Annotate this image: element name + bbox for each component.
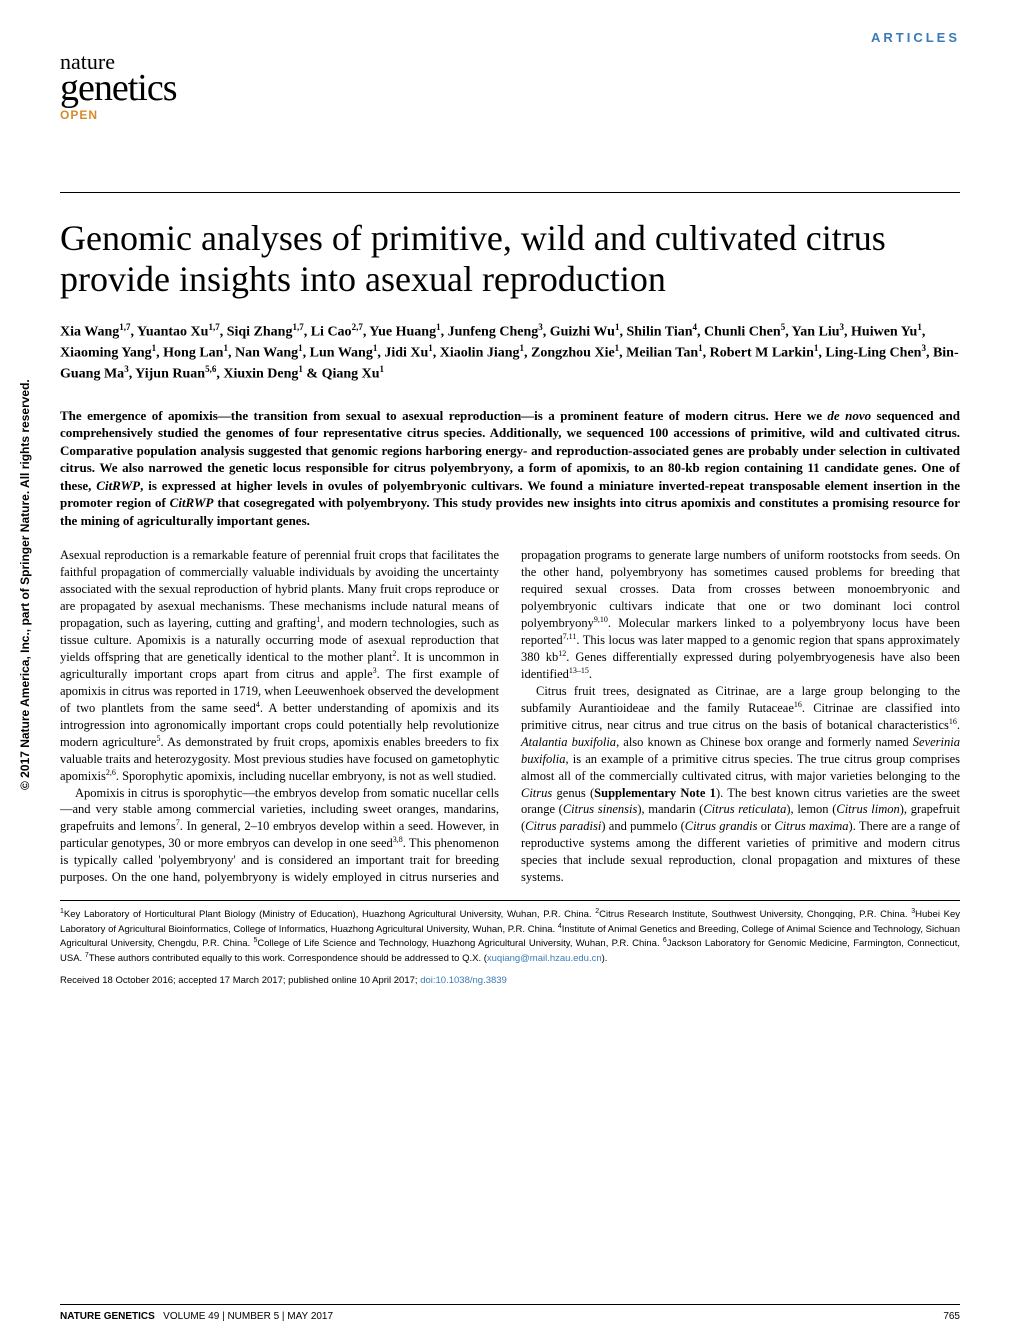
doi-link[interactable]: doi:10.1038/ng.3839 [420, 975, 507, 986]
body-paragraph: Asexual reproduction is a remarkable fea… [60, 547, 499, 784]
journal-brand: nature genetics [60, 53, 960, 104]
affil-rule [60, 900, 960, 901]
body-columns: Asexual reproduction is a remarkable fea… [60, 547, 960, 886]
brand-nature: nature [60, 53, 960, 72]
open-access-label: OPEN [60, 108, 960, 122]
footer-journal: NATURE GENETICS [60, 1311, 155, 1322]
affiliations: 1Key Laboratory of Horticultural Plant B… [60, 907, 960, 965]
publication-dates: Received 18 October 2016; accepted 17 Ma… [60, 975, 960, 986]
section-label: ARTICLES [60, 30, 960, 45]
page-content: ARTICLES nature genetics OPEN Genomic an… [0, 0, 1020, 1006]
page-footer: NATURE GENETICS VOLUME 49 | NUMBER 5 | M… [60, 1304, 960, 1322]
abstract: The emergence of apomixis—the transition… [60, 407, 960, 530]
title-rule [60, 192, 960, 193]
brand-genetics: genetics [60, 72, 960, 104]
author-list: Xia Wang1,7, Yuantao Xu1,7, Siqi Zhang1,… [60, 321, 960, 385]
footer-citation: NATURE GENETICS VOLUME 49 | NUMBER 5 | M… [60, 1311, 333, 1322]
body-paragraph: Citrus fruit trees, designated as Citrin… [521, 683, 960, 886]
article-title: Genomic analyses of primitive, wild and … [60, 218, 960, 301]
dates-text: Received 18 October 2016; accepted 17 Ma… [60, 975, 420, 986]
footer-volume: VOLUME 49 | NUMBER 5 | MAY 2017 [163, 1311, 333, 1322]
footer-page-number: 765 [943, 1311, 960, 1322]
